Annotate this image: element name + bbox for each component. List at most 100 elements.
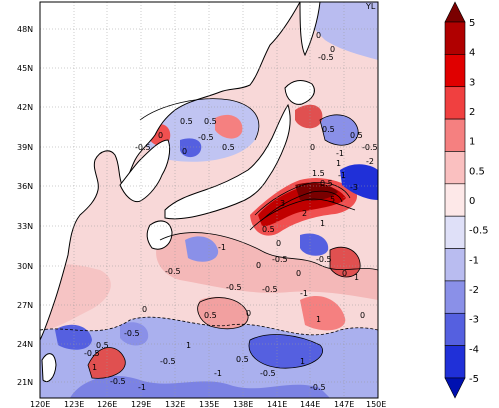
anomaly-patch	[295, 104, 323, 129]
colorbar-top-arrow	[444, 1, 466, 23]
lat-tick-label: 45N	[17, 64, 33, 73]
contour-label: -0.5	[124, 329, 140, 338]
lon-axis: 120E 123E 126E 129E 132E 135E 138E 141E …	[30, 400, 386, 408]
contour-label: 0.5	[222, 143, 235, 152]
anomaly-patch	[300, 296, 346, 331]
lat-tick-label: 42N	[17, 103, 33, 112]
contour-label: 5	[330, 195, 335, 204]
contour-label: -0.5	[262, 285, 278, 294]
lon-tick-label: 120E	[30, 400, 50, 408]
lon-tick-label: 129E	[131, 400, 151, 408]
land-masses	[40, 2, 321, 383]
taiwan-island	[41, 353, 57, 383]
colorbar-label: -3	[469, 315, 479, 326]
anomaly-patch	[300, 233, 329, 256]
contour-label: -1	[338, 171, 346, 180]
lat-tick-label: 27N	[17, 301, 33, 310]
contour-label: 1	[186, 341, 191, 350]
anomaly-patch	[180, 138, 202, 158]
colorbar: 5 4 3 2 1 0.5 0 -0.5 -1 -2 -3 -4 -5	[444, 1, 489, 399]
contour-label: 0.5	[320, 179, 333, 188]
contour-line	[40, 316, 378, 336]
colorbar-segment	[444, 118, 466, 152]
contour-label: -1	[214, 369, 222, 378]
colorbar-label: 5	[469, 18, 475, 29]
anomaly-patch	[185, 236, 219, 262]
contour-label-layer: 0 0 -0.5 0.5 0.5 0.5 0 -0.5 0 -0.5 0.5 0…	[84, 2, 378, 392]
lon-tick-label: 132E	[165, 400, 185, 408]
anomaly-patch	[70, 376, 330, 398]
anomaly-patch	[215, 114, 243, 139]
contour-label: -0.5	[110, 377, 126, 386]
contour-label: -0.5	[160, 357, 176, 366]
lat-tick-label: 21N	[17, 378, 33, 387]
contour-label: -1	[336, 149, 344, 158]
contour-line	[254, 181, 351, 216]
colorbar-segment	[444, 86, 466, 120]
top-right-label: YL	[365, 2, 376, 11]
contour-line	[249, 198, 356, 231]
contour-label: -2	[366, 157, 374, 166]
contour-label: 0	[256, 261, 261, 270]
contour-label: -1	[138, 383, 146, 392]
anomaly-patch	[55, 324, 92, 350]
lon-tick-label: 138E	[233, 400, 253, 408]
contour-line	[261, 190, 343, 221]
contour-label: 0	[142, 305, 147, 314]
contour-label: -1	[300, 289, 308, 298]
colorbar-label: -4	[469, 344, 479, 355]
lon-tick-label: 135E	[199, 400, 219, 408]
anomaly-patch	[88, 347, 126, 379]
contour-label: 1.5	[312, 169, 325, 178]
contour-label: -0.5	[135, 143, 151, 152]
lon-tick-label: 147E	[334, 400, 354, 408]
colorbar-segment	[444, 21, 466, 55]
lat-tick-label: 39N	[17, 143, 33, 152]
contour-label: -1	[218, 243, 226, 252]
contour-label: -0.5	[226, 283, 242, 292]
contour-label: -0.5	[310, 383, 326, 392]
lat-tick-label: 30N	[17, 262, 33, 271]
contour-label: -0.5	[165, 267, 181, 276]
contour-line	[87, 347, 126, 379]
anomaly-patch	[120, 322, 149, 346]
lat-axis: 21N 24N 27N 30N 33N 36N 39N 42N 45N 48N	[17, 25, 33, 387]
contour-label: -0.5	[362, 143, 378, 152]
japan-hokkaido	[284, 80, 315, 105]
contour-label: -0.5	[316, 255, 332, 264]
anomaly-patch	[40, 264, 111, 398]
contour-label: 1	[354, 273, 359, 282]
contour-label: -0.5	[318, 53, 334, 62]
colorbar-label: -5	[469, 374, 479, 385]
contour-label: 0.5	[262, 225, 275, 234]
lat-tick-label: 24N	[17, 340, 33, 349]
contour-label: 1	[316, 315, 321, 324]
lon-tick-label: 141E	[267, 400, 287, 408]
lat-tick-label: 33N	[17, 222, 33, 231]
contour-label: 0	[330, 45, 335, 54]
contour-label: 0	[360, 311, 365, 320]
japan-honshu	[164, 103, 291, 220]
lon-tick-label: 150E	[366, 400, 386, 408]
colorbar-segment	[444, 183, 466, 217]
colorbar-label: 0.5	[469, 166, 485, 177]
colorbar-segment	[444, 54, 466, 88]
anomaly-patch	[249, 334, 323, 369]
contour-label: 0.5	[96, 341, 109, 350]
colorbar-label: -0.5	[469, 226, 489, 237]
colorbar-segment	[444, 345, 466, 379]
lon-tick-label: 123E	[64, 400, 84, 408]
contour-label: 0.5	[204, 117, 217, 126]
contour-label: 0.5	[350, 131, 363, 140]
contour-label: 0	[316, 31, 321, 40]
contour-label: -0.5	[84, 349, 100, 358]
contour-label: 0	[276, 239, 281, 248]
contour-line	[248, 334, 323, 369]
colorbar-label: 4	[469, 48, 475, 59]
contour-label: 1	[92, 363, 97, 372]
contour-line	[319, 114, 359, 146]
colorbar-label: -2	[469, 285, 479, 296]
contour-line	[197, 297, 249, 330]
contour-label: 3	[280, 199, 285, 208]
